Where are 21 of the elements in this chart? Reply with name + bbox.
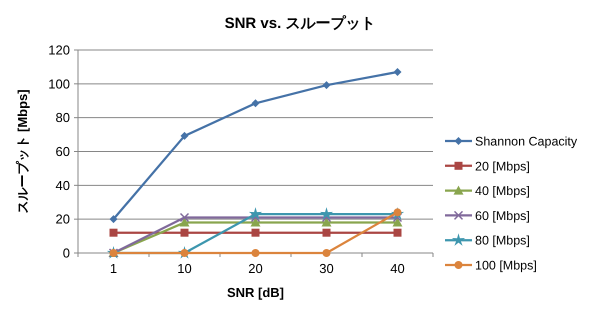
y-tick-label: 60 — [56, 144, 70, 159]
x-tick-label: 20 — [248, 261, 263, 276]
chart-title: SNR vs. スループット — [224, 15, 376, 32]
y-tick-label: 100 — [48, 76, 70, 92]
y-tick-label: 20 — [56, 212, 70, 227]
y-tick-label: 120 — [48, 42, 70, 58]
y-tick-label: 40 — [56, 178, 70, 193]
x-tick-label: 1 — [110, 261, 118, 276]
legend-label: 60 [Mbps] — [475, 208, 530, 223]
y-axis-title: スループット [Mbps] — [15, 89, 30, 214]
x-axis-title: SNR [dB] — [226, 285, 284, 300]
y-tick-label: 0 — [62, 246, 70, 260]
x-tick-label: 40 — [390, 261, 405, 276]
legend-label: 20 [Mbps] — [475, 159, 530, 174]
legend-label: 40 [Mbps] — [475, 184, 530, 198]
x-tick-label: 10 — [177, 261, 192, 276]
legend-label: 80 [Mbps] — [475, 234, 530, 248]
legend-label: Shannon Capacity — [475, 134, 578, 148]
legend-label: 100 [Mbps] — [475, 258, 537, 272]
x-tick-label: 30 — [319, 261, 334, 276]
y-tick-label: 80 — [56, 110, 70, 126]
